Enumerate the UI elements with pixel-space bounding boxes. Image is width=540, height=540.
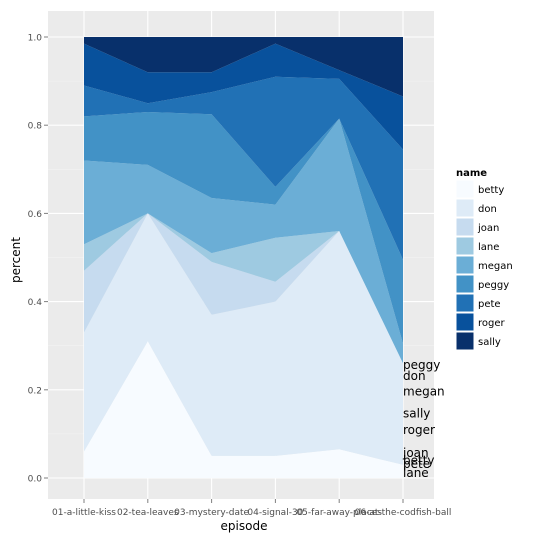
end-label-joan: joan: [402, 446, 429, 460]
y-tick-label: 0.0: [28, 475, 43, 485]
end-label-peggy: peggy: [403, 358, 440, 372]
area-don: [84, 213, 403, 465]
legend-swatch-sally: [455, 331, 475, 351]
y-tick-label: 1.0: [28, 34, 43, 44]
end-label-don: don: [403, 369, 426, 383]
x-axis-title: episode: [221, 519, 268, 533]
legend-label-megan: megan: [478, 261, 513, 272]
stacked-areas: [84, 37, 403, 478]
x-axis-ticks: 01-a-little-kiss 02-tea-leaves03-mystery-…: [52, 499, 451, 518]
x-tick-label: 05-far-away-places: [296, 508, 382, 518]
legend-title: name: [456, 168, 487, 179]
end-label-sally: sally: [403, 407, 430, 421]
y-tick-label: 0.8: [28, 122, 43, 132]
end-label-lane: lane: [403, 466, 429, 480]
legend-swatch-roger: [455, 312, 475, 332]
end-label-roger: roger: [403, 423, 435, 437]
y-tick-label: 0.2: [28, 386, 42, 396]
end-label-megan: megan: [403, 384, 445, 398]
x-tick-label: 03-mystery-date: [174, 508, 249, 518]
legend-label-roger: roger: [478, 318, 506, 329]
legend-swatch-lane: [455, 236, 475, 256]
x-tick-label: 01-a-little-kiss: [52, 508, 116, 518]
area-betty: [84, 341, 403, 478]
legend: name betty don joan lane megan peggy pete roger…: [455, 168, 513, 351]
legend-swatch-don: [455, 198, 475, 218]
area-sally: [84, 37, 403, 97]
x-tick-label: 02-tea-leaves: [117, 508, 179, 518]
x-tick-label: 06-at-the-codfish-ball: [355, 508, 452, 518]
legend-swatch-peggy: [455, 274, 475, 294]
legend-swatch-pete: [455, 293, 475, 313]
legend-swatch-megan: [455, 255, 475, 275]
legend-label-pete: pete: [478, 299, 501, 310]
y-tick-label: 0.6: [28, 210, 43, 220]
legend-label-betty: betty: [478, 185, 504, 196]
area-roger: [84, 43, 403, 150]
y-tick-label: 0.4: [28, 298, 43, 308]
legend-label-sally: sally: [478, 337, 501, 348]
legend-swatch-joan: [455, 217, 475, 237]
area-peggy: [84, 112, 403, 344]
legend-label-lane: lane: [478, 242, 499, 253]
area-pete: [84, 76, 403, 260]
legend-swatch-betty: [455, 179, 475, 199]
legend-label-peggy: peggy: [478, 280, 509, 291]
end-label-betty: betty: [403, 454, 435, 468]
y-axis-title: percent: [9, 237, 23, 283]
legend-label-don: don: [478, 204, 497, 215]
area-megan: [84, 118, 403, 364]
y-axis-ticks: 0.0 0.2 0.4 0.6 0.8 1.0: [28, 34, 48, 485]
legend-label-joan: joan: [477, 223, 499, 234]
area-joan: [84, 213, 403, 364]
x-tick-label: 04-signal-30: [247, 508, 303, 518]
end-label-pete: pete: [403, 457, 430, 471]
